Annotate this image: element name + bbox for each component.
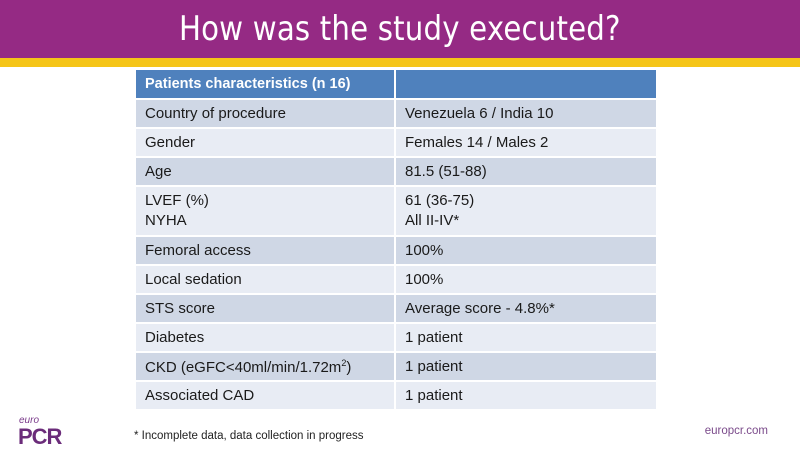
row-label-suffix: ) (346, 358, 352, 376)
row-label: Country of procedure (136, 100, 396, 129)
superscript: 2 (341, 357, 347, 368)
row-label: Age (136, 158, 396, 187)
table-header-row: Patients characteristics (n 16) (136, 70, 656, 100)
row-value: Venezuela 6 / India 10 (396, 100, 656, 129)
table-row: Local sedation 100% (136, 266, 656, 295)
header-cell: Patients characteristics (n 16) (136, 70, 396, 100)
title-band: How was the study executed? (0, 0, 800, 58)
row-label-line: LVEF (%) (145, 192, 209, 209)
table-row: Femoral access 100% (136, 237, 656, 266)
table-row: Gender Females 14 / Males 2 (136, 129, 656, 158)
row-label-line: NYHA (145, 212, 187, 229)
row-label: STS score (136, 295, 396, 324)
row-label: CKD (eGFC<40ml/min/1.72m2) (136, 353, 396, 382)
footnote: * Incomplete data, data collection in pr… (134, 430, 364, 442)
table-row: STS score Average score - 4.8%* (136, 295, 656, 324)
row-value: Average score - 4.8%* (396, 295, 656, 324)
europcr-logo: euro PCR (18, 415, 62, 449)
table-row: Diabetes 1 patient (136, 324, 656, 353)
table-row: LVEF (%) NYHA 61 (36-75) All II-IV* (136, 187, 656, 237)
row-label: Diabetes (136, 324, 396, 353)
slide-title: How was the study executed? (179, 9, 621, 49)
row-value: 100% (396, 266, 656, 295)
table-row: Associated CAD 1 patient (136, 382, 656, 411)
row-value: 1 patient (396, 324, 656, 353)
row-value: 1 patient (396, 382, 656, 411)
patient-characteristics-table: Patients characteristics (n 16) Country … (136, 70, 656, 411)
header-cell (396, 70, 656, 100)
row-label: Gender (136, 129, 396, 158)
table-row: CKD (eGFC<40ml/min/1.72m2) 1 patient (136, 353, 656, 382)
row-value: 1 patient (396, 353, 656, 382)
table-row: Age 81.5 (51-88) (136, 158, 656, 187)
row-label: Associated CAD (136, 382, 396, 411)
row-value-line: 61 (36-75) (405, 192, 475, 209)
row-label: Local sedation (136, 266, 396, 295)
row-label: LVEF (%) NYHA (136, 187, 396, 237)
table-row: Country of procedure Venezuela 6 / India… (136, 100, 656, 129)
row-value: 100% (396, 237, 656, 266)
row-label: Femoral access (136, 237, 396, 266)
row-value-line: All II-IV* (405, 212, 460, 229)
logo-pcr-text: PCR (18, 424, 62, 449)
logo-euro-text: euro (19, 415, 40, 426)
row-label-text: CKD (eGFC<40ml/min/1.72m (145, 358, 342, 376)
row-value: 61 (36-75) All II-IV* (396, 187, 656, 237)
row-value: Females 14 / Males 2 (396, 129, 656, 158)
site-link[interactable]: europcr.com (704, 425, 768, 437)
accent-stripe (0, 58, 800, 67)
row-value: 81.5 (51-88) (396, 158, 656, 187)
